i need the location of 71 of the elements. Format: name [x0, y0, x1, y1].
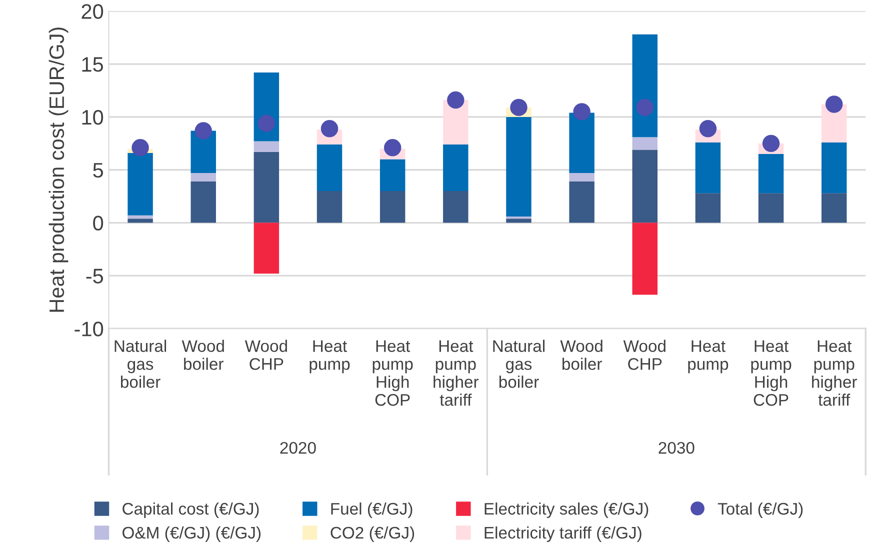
bar: [443, 144, 468, 192]
bar: [821, 142, 847, 194]
bar: [758, 193, 784, 223]
point: [384, 139, 402, 156]
bar: [569, 173, 594, 182]
y-tick-label: 10: [82, 110, 104, 125]
legend-label: CO2 (€/GJ): [330, 526, 414, 542]
x-tick-label: Heat pump High COP: [372, 340, 413, 406]
legend-label: O&M (€/GJ) (€/GJ): [122, 526, 261, 542]
text: 2020: [280, 442, 316, 454]
y-tick-label: 20: [82, 4, 104, 19]
bar: [128, 152, 153, 216]
x-tick-label: Wood CHP: [623, 340, 666, 370]
bar: [316, 191, 342, 223]
bar: [128, 218, 153, 223]
y-tick-label: 5: [93, 163, 104, 178]
y-tick-label: 0: [93, 216, 104, 231]
x-tick-label: Wood CHP: [244, 340, 287, 370]
bar: [758, 154, 784, 194]
legend-label: Capital cost (€/GJ): [122, 502, 259, 518]
bar: [506, 116, 532, 216]
legend-label: Electricity tariff (€/GJ): [484, 526, 642, 542]
x-tick-label: Natural gas boiler: [114, 340, 166, 388]
y-tick-label: 15: [82, 57, 104, 72]
bar: [632, 34, 658, 138]
bar: [569, 182, 594, 223]
bar: [380, 159, 406, 192]
bar: [380, 191, 406, 223]
bar: [443, 191, 468, 223]
bar: [632, 150, 658, 223]
bar: [190, 182, 216, 223]
bar: [254, 152, 280, 223]
text: 2030: [658, 442, 694, 454]
legend-label: Fuel (€/GJ): [331, 502, 412, 518]
bar: [569, 112, 594, 174]
point: [762, 134, 780, 152]
point: [826, 96, 843, 113]
legend-label: Total (€/GJ): [718, 502, 803, 518]
bar: [695, 193, 721, 223]
bar: [695, 142, 721, 194]
bar: [316, 144, 342, 192]
bar: [506, 218, 532, 223]
point: [573, 103, 590, 120]
bar: [632, 137, 658, 150]
x-tick-label: Wood boiler: [182, 340, 224, 370]
bar: [254, 141, 280, 152]
bar: [128, 215, 153, 219]
x-tick-label: Wood boiler: [560, 340, 602, 370]
bar: [821, 193, 847, 223]
bar: [632, 222, 658, 295]
x-tick-label: Heat pump: [310, 340, 350, 374]
legend-label: Electricity sales (€/GJ): [484, 502, 648, 518]
point: [258, 114, 276, 132]
point: [320, 120, 338, 138]
bar: [506, 216, 532, 219]
x-tick-label: Heat pump High COP: [751, 340, 792, 406]
bar: [254, 222, 280, 274]
point: [132, 139, 149, 156]
x-tick-label: Heat pump: [688, 340, 728, 374]
x-tick-label: Heat pump higher tariff: [434, 340, 479, 406]
y-tick-label: -5: [86, 268, 104, 284]
point: [699, 120, 717, 138]
x-tick-label: Heat pump higher tariff: [812, 340, 858, 406]
point: [194, 122, 212, 140]
point: [510, 98, 528, 116]
bar: [190, 173, 216, 182]
x-tick-label: Natural gas boiler: [493, 340, 544, 388]
point: [636, 98, 654, 116]
y-axis-title: Heat production cost (EUR/GJ): [48, 28, 68, 312]
point: [447, 91, 464, 109]
y-tick-label: -10: [74, 322, 104, 336]
